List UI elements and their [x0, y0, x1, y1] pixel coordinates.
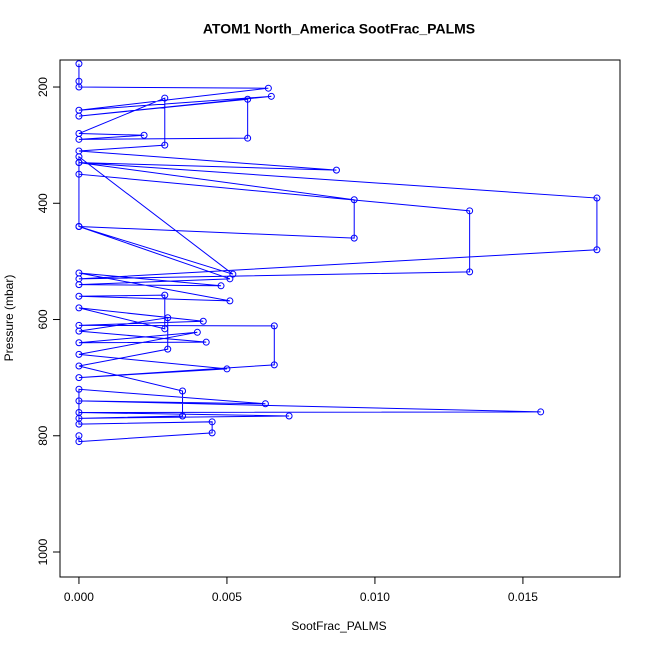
data-point [75, 350, 83, 358]
data-point [75, 409, 83, 417]
data-point [75, 374, 83, 382]
data-point [208, 429, 216, 437]
data-point [161, 141, 169, 149]
x-tick-label: 0.000 [64, 590, 94, 604]
data-point [270, 322, 278, 330]
y-tick-label: 400 [36, 193, 50, 213]
data-point [75, 327, 83, 335]
data-point [75, 362, 83, 370]
data-point [217, 282, 225, 290]
data-point [75, 304, 83, 312]
data-point [261, 400, 269, 408]
data-point [350, 234, 358, 242]
data-point [75, 170, 83, 178]
data-line [78, 63, 598, 443]
data-point [75, 153, 83, 161]
data-point [75, 269, 83, 277]
data-point [164, 314, 172, 322]
data-point [179, 412, 187, 420]
data-point [161, 291, 169, 299]
data-point [593, 246, 601, 254]
y-tick-label: 600 [36, 309, 50, 329]
data-point [75, 420, 83, 428]
data-point [202, 338, 210, 346]
data-point [208, 418, 216, 426]
data-point [161, 94, 169, 102]
x-tick-label: 0.010 [360, 590, 390, 604]
data-point [164, 345, 172, 353]
data-point [161, 325, 169, 333]
data-point [332, 166, 340, 174]
data-point [226, 275, 234, 283]
data-point [75, 130, 83, 138]
data-point [199, 317, 207, 325]
data-point [140, 131, 148, 139]
y-tick-label: 200 [36, 77, 50, 97]
data-point [593, 194, 601, 202]
plot-frame [59, 59, 621, 578]
data-point [244, 95, 252, 103]
y-axis-label: Pressure (mbar) [2, 275, 16, 362]
x-axis-label: SootFrac_PALMS [291, 619, 386, 633]
data-point [223, 365, 231, 373]
data-point [466, 268, 474, 276]
data-point [75, 397, 83, 405]
data-point [537, 408, 545, 416]
data-point [264, 84, 272, 92]
data-point [193, 328, 201, 336]
data-point [285, 412, 293, 420]
data-point [75, 432, 83, 440]
data-point [466, 207, 474, 215]
chart-title: ATOM1 North_America SootFrac_PALMS [203, 21, 475, 37]
data-point [179, 387, 187, 395]
data-point [75, 223, 83, 231]
data-point [75, 83, 83, 91]
data-point [75, 292, 83, 300]
y-tick-label: 1000 [36, 538, 50, 565]
data-point [75, 281, 83, 289]
data-point [267, 92, 275, 100]
data-point [226, 297, 234, 305]
y-tick-label: 800 [36, 425, 50, 445]
data-point [75, 60, 83, 68]
data-point [244, 134, 252, 142]
data-point [75, 339, 83, 347]
data-point [270, 361, 278, 369]
x-tick-label: 0.005 [212, 590, 242, 604]
data-point [350, 196, 358, 204]
data-point [75, 112, 83, 120]
x-tick-label: 0.015 [508, 590, 538, 604]
data-point [75, 385, 83, 393]
